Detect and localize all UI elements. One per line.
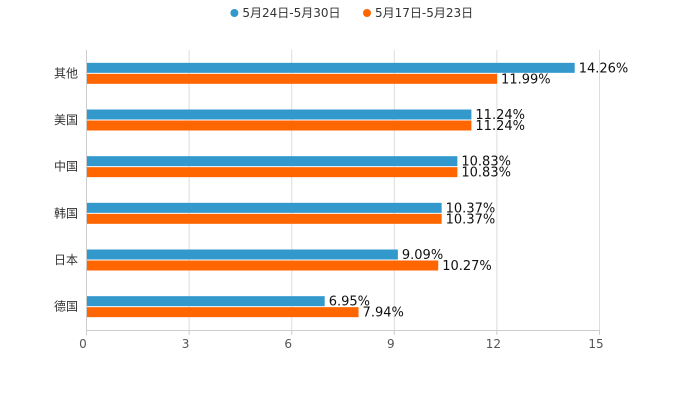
x-tick-label-3: 9 [387,337,395,351]
legend-marker-1 [363,9,371,17]
value-label-series1-3: 10.37% [446,212,496,227]
legend-item-1[interactable]: 5月17日-5月23日 [363,6,473,20]
legend-label-1: 5月17日-5月23日 [375,6,473,20]
value-label-series0-1: 11.24% [475,108,525,123]
value-label-series1-5: 7.94% [363,306,404,321]
bar-series1-2[interactable] [87,167,458,178]
x-tick-label-4: 12 [486,337,501,351]
bar-series1-5[interactable] [87,307,359,318]
category-label-1: 美国 [54,113,78,127]
x-tick-label-2: 6 [284,337,292,351]
value-label-series1-0: 11.99% [501,72,551,87]
x-tick-label-5: 15 [588,337,603,351]
x-tick-label-0: 0 [79,337,87,351]
value-label-series1-4: 10.27% [442,259,492,274]
category-label-0: 其他 [54,66,78,80]
legend-item-0[interactable]: 5月24日-5月30日 [230,6,341,20]
bar-series1-4[interactable] [87,260,439,271]
value-label-series0-4: 9.09% [402,248,443,263]
legend-label-0: 5月24日-5月30日 [242,6,340,20]
value-label-series1-2: 10.83% [461,166,511,181]
bar-series0-3[interactable] [87,202,442,213]
bar-series0-0[interactable] [87,62,575,73]
legend-marker-0 [230,9,239,17]
category-label-5: 德国 [54,299,78,314]
value-label-series0-5: 6.95% [329,295,370,310]
value-label-series0-0: 14.26% [579,61,629,76]
bar-series0-2[interactable] [87,156,458,167]
category-label-3: 韩国 [54,205,78,220]
value-label-series0-3: 10.37% [446,201,496,216]
category-label-2: 中国 [54,159,78,174]
bar-series0-1[interactable] [87,109,472,120]
bar-series1-3[interactable] [87,213,442,224]
bar-series1-1[interactable] [87,120,472,131]
bar-series0-4[interactable] [87,249,398,260]
category-label-4: 日本 [54,253,78,267]
bar-series1-0[interactable] [87,73,498,84]
value-label-series0-2: 10.83% [461,155,511,170]
x-tick-label-1: 3 [182,337,190,351]
value-label-series1-1: 11.24% [475,119,525,134]
bar-series0-5[interactable] [87,296,325,307]
